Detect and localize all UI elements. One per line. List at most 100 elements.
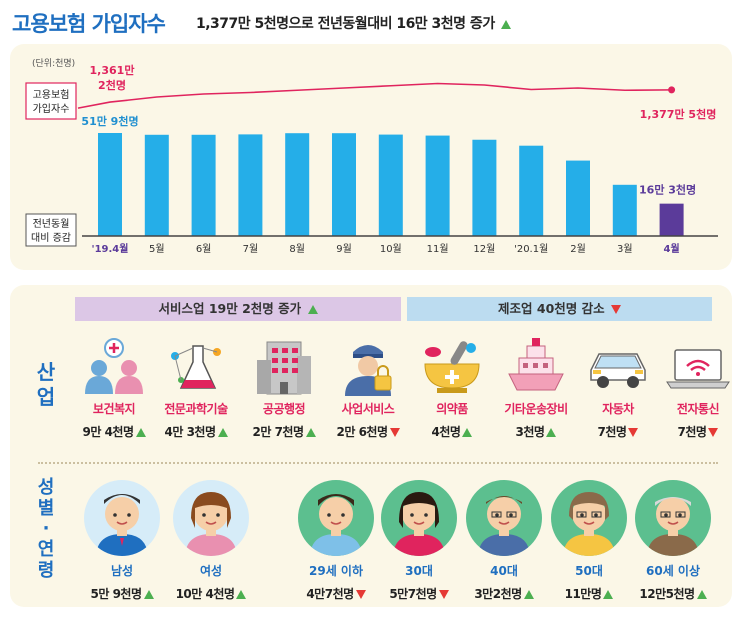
industry-item: 보건복지 9만 4천명 — [66, 336, 162, 440]
bar-legend-text: 전년동월 — [33, 218, 70, 230]
ship-icon — [501, 336, 571, 398]
industry-value: 9만 4천명 — [66, 423, 162, 440]
bar-legend-box — [25, 213, 77, 247]
line-data-label: 1,361만 — [90, 63, 135, 77]
demographic-label: 남성 — [110, 564, 134, 578]
industry-label: 전문과학기술 — [164, 402, 228, 416]
industry-label: 전자통신 — [676, 402, 720, 416]
demographic-item: 여성 10만 4천명 — [170, 478, 252, 602]
bar-data-label: 51만 9천명 — [81, 114, 138, 128]
up-arrow-icon — [305, 428, 316, 437]
chart-panel — [10, 44, 732, 270]
industry-value-text: 3천명 — [515, 425, 545, 439]
line-end-point — [668, 86, 676, 94]
man-icon — [82, 478, 162, 558]
bar — [98, 133, 122, 236]
down-arrow-icon — [389, 428, 400, 437]
side-char: 산 — [36, 360, 56, 384]
security-guard-icon — [333, 336, 403, 398]
side-char: 령 — [37, 559, 55, 581]
line-legend-text: 고용보험 — [33, 89, 70, 101]
manufacturing-band-text: 제조업 40천명 감소 — [498, 301, 605, 316]
line-series — [77, 82, 672, 109]
x-tick-label: 5월 — [149, 243, 165, 255]
demographic-value: 4만7천명 — [295, 585, 377, 602]
industry-label: 의약품 — [436, 402, 468, 416]
service-band: 서비스업 19만 2천명 증가 — [75, 297, 401, 321]
down-arrow-icon — [355, 590, 366, 599]
industry-label: 기타운송장비 — [504, 402, 568, 416]
demographic-label: 40대 — [490, 564, 518, 578]
young-woman-icon — [379, 478, 459, 558]
bar — [285, 133, 310, 236]
car-icon — [583, 336, 653, 398]
x-tick-label: 2월 — [570, 243, 586, 255]
demographic-value-text: 5만7천명 — [389, 587, 437, 601]
demographic-label: 60세 이상 — [646, 564, 700, 578]
industry-value-text: 9만 4천명 — [82, 425, 135, 439]
manufacturing-band: 제조업 40천명 감소 — [407, 297, 712, 321]
section-divider — [38, 462, 718, 464]
subtitle-text: 1,377만 5천명으로 전년동월대비 16만 3천명 증가 — [196, 16, 495, 32]
young-man-icon — [296, 478, 376, 558]
bar-data-label: 16만 3천명 — [639, 183, 696, 197]
senior-man-icon — [633, 478, 713, 558]
x-tick-label: 11월 — [427, 243, 449, 255]
bar — [144, 134, 169, 236]
down-arrow-icon — [628, 428, 639, 437]
service-band-text: 서비스업 19만 2천명 증가 — [158, 301, 302, 316]
demographic-value: 11만명 — [548, 585, 630, 602]
bar — [191, 134, 216, 236]
bar — [238, 134, 263, 236]
industry-value-text: 4만 3천명 — [164, 425, 217, 439]
page-title: 고용보험 가입자수 — [12, 12, 166, 36]
up-arrow-icon — [546, 428, 557, 437]
x-tick-label: 3월 — [617, 243, 633, 255]
bar — [332, 133, 356, 236]
industry-value: 4천명 — [404, 423, 500, 440]
woman-icon — [171, 478, 251, 558]
industry-value-text: 4천명 — [431, 425, 461, 439]
side-char: 별 — [37, 497, 55, 519]
industry-value: 4만 3천명 — [148, 423, 244, 440]
industry-value-text: 7천명 — [597, 425, 627, 439]
demographic-value: 3만2천명 — [463, 585, 545, 602]
x-tick-label: 9월 — [336, 243, 352, 255]
down-arrow-icon — [438, 590, 449, 599]
down-arrow-icon — [610, 305, 621, 314]
industry-value: 2만 7천명 — [236, 423, 332, 440]
demographic-item: 30대 5만7천명 — [378, 478, 460, 602]
up-arrow-icon — [696, 590, 707, 599]
up-arrow-icon — [307, 305, 318, 314]
demographic-item: 60세 이상 12만5천명 — [632, 478, 714, 602]
demographic-value-text: 4만7천명 — [306, 587, 354, 601]
bar — [566, 160, 590, 236]
industry-item: 전자통신 7천명 — [650, 336, 745, 440]
side-char: · — [42, 518, 50, 540]
up-arrow-icon — [603, 590, 614, 599]
pharmacy-icon — [417, 336, 487, 398]
demographic-label: 여성 — [199, 564, 223, 578]
x-tick-label: '20.1월 — [514, 243, 548, 255]
side-char: 업 — [36, 385, 56, 409]
demographic-value: 12만5천명 — [632, 585, 714, 602]
middle-aged-man-icon — [464, 478, 544, 558]
industry-value-text: 2만 7천명 — [252, 425, 305, 439]
demographic-label: 30대 — [405, 564, 433, 578]
bar-legend-text: 대비 증감 — [31, 232, 71, 244]
demographic-value-text: 10만 4천명 — [175, 587, 235, 601]
industry-value: 2만 6천명 — [320, 423, 416, 440]
industry-side-label: 산 업 — [32, 360, 60, 410]
laptop-wifi-icon — [663, 336, 733, 398]
demographic-value-text: 12만5천명 — [639, 587, 695, 601]
industry-item: 의약품 4천명 — [404, 336, 500, 440]
x-tick-label: 6월 — [196, 243, 212, 255]
demographic-side-label: 성 별 · 연 령 — [32, 477, 60, 581]
x-tick-label: 7월 — [243, 243, 259, 255]
demographic-value-text: 3만2천명 — [474, 587, 522, 601]
page-subtitle: 1,377만 5천명으로 전년동월대비 16만 3천명 증가 — [196, 13, 512, 33]
industry-value: 7천명 — [650, 423, 745, 440]
demographic-item: 40대 3만2천명 — [463, 478, 545, 602]
